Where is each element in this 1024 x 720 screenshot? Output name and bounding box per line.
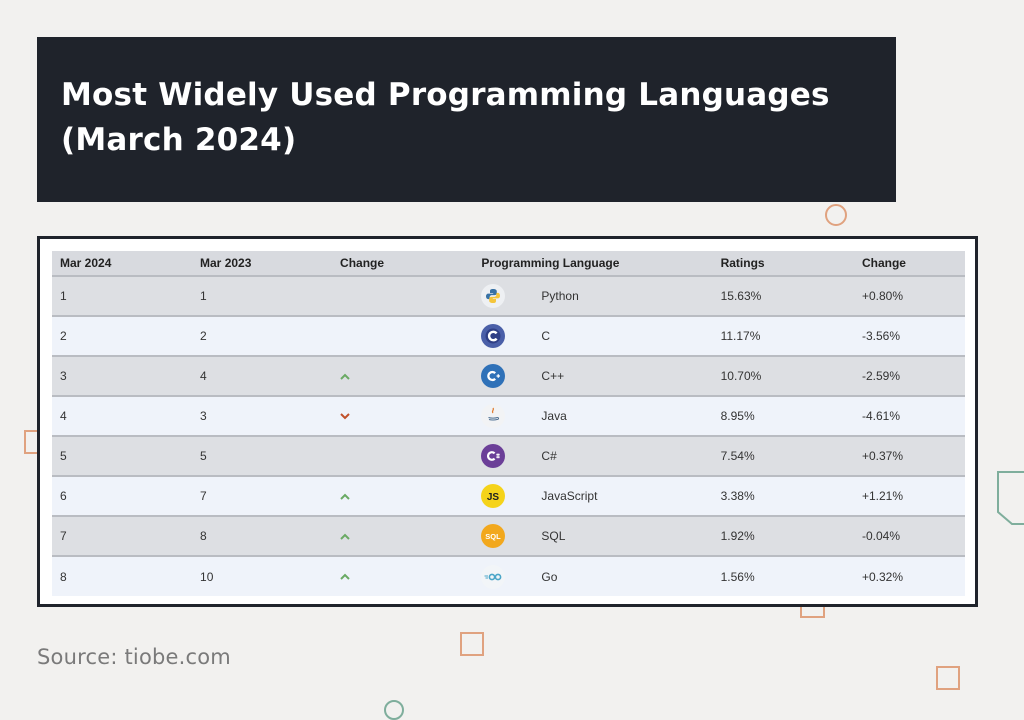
cell-rating: 1.92% (712, 516, 854, 557)
cell-rating-change: +0.80% (853, 276, 965, 317)
arrow-up-icon (340, 373, 473, 380)
ranking-table: Mar 2024 Mar 2023 Change Programming Lan… (52, 251, 965, 596)
header-mar-2023: Mar 2023 (192, 251, 333, 277)
cell-rating-change: -2.59% (853, 356, 965, 397)
ranking-table-frame: Mar 2024 Mar 2023 Change Programming Lan… (37, 236, 978, 607)
c-icon (481, 324, 506, 348)
cell-rating-change: +0.37% (853, 436, 965, 477)
cell-rank-2024: 6 (52, 476, 193, 517)
cell-language: JS JavaScript (473, 476, 713, 517)
table-row: 8 10 Go 1.56% +0.32% (52, 556, 965, 596)
cell-rating-change: -0.04% (853, 516, 965, 557)
cell-rank-2024: 4 (52, 396, 193, 437)
cell-rank-2024: 1 (52, 276, 193, 317)
table-row: 4 3 Java 8.95% -4.61% (52, 396, 965, 437)
cell-language: Go (473, 556, 712, 596)
language-name: C# (541, 449, 557, 463)
decorative-circle (825, 204, 847, 226)
header-change-percent: Change (853, 251, 965, 277)
cell-rating: 7.54% (712, 436, 854, 477)
cell-rank-change (332, 476, 474, 517)
cell-rating: 1.56% (720, 569, 755, 584)
decorative-hexagon (997, 471, 1024, 525)
table-row: 2 2 C 11.17% -3.56% (52, 316, 965, 357)
cell-rank-2023: 3 (192, 396, 333, 437)
language-name: Python (541, 289, 579, 303)
table-body: 1 1 Python 15.63% +0.80% 2 2 C 11.17% -3.56% 3 4 C++… (52, 276, 965, 596)
cell-rating: 8.95% (712, 396, 854, 437)
csharp-icon (481, 444, 506, 468)
cell-rank-2023: 10 (200, 569, 214, 584)
table-row: 5 5 C# 7.54% +0.37% (52, 436, 965, 477)
source-caption: Source: tiobe.com (37, 645, 231, 669)
arrow-up-icon (340, 493, 473, 500)
java-icon (481, 404, 506, 428)
cell-language: C++ (473, 356, 713, 397)
arrow-up-icon (340, 533, 473, 540)
cell-rank-2024: 5 (52, 436, 193, 477)
cell-rating: 10.70% (712, 356, 854, 397)
python-icon (481, 284, 506, 308)
table-row: 6 7 JS JavaScript 3.38% +1.21% (52, 476, 965, 517)
cell-rating: 11.17% (712, 316, 854, 357)
cell-rank-2024: 8 (60, 569, 67, 584)
cell-language: C# (473, 436, 713, 477)
table-row: 1 1 Python 15.63% +0.80% (52, 276, 965, 317)
cell-rating-change: -4.61% (853, 396, 965, 437)
svg-text:JS: JS (487, 492, 500, 503)
cell-rank-2023: 1 (192, 276, 333, 317)
page-title-line-2: (March 2024) (61, 122, 297, 158)
cell-rank-change (332, 556, 473, 596)
cell-rank-change (332, 356, 474, 397)
header-mar-2024: Mar 2024 (52, 251, 193, 277)
cell-rank-change (332, 436, 474, 477)
go-icon (481, 564, 506, 589)
svg-text:SQL: SQL (486, 532, 502, 541)
cell-language: Java (473, 396, 713, 437)
cell-rating-change: +1.21% (853, 476, 965, 517)
cell-rank-2024: 2 (52, 316, 193, 357)
cell-rank-2023: 2 (192, 316, 333, 357)
cell-language: SQL SQL (473, 516, 713, 557)
arrow-down-icon (340, 412, 473, 420)
table-row: 3 4 C++ 10.70% -2.59% (52, 356, 965, 397)
title-banner: Most Widely Used Programming Languages (… (37, 37, 896, 202)
cell-rating: 15.63% (712, 276, 854, 317)
language-name: SQL (541, 529, 566, 543)
cell-rank-change (332, 516, 474, 557)
javascript-icon: JS (481, 484, 506, 508)
language-name: C (541, 329, 551, 343)
header-change-rank: Change (332, 251, 474, 277)
arrow-up-icon (340, 573, 473, 580)
cell-rank-2023: 8 (192, 516, 333, 557)
decorative-square (936, 666, 960, 690)
page-title-line-1: Most Widely Used Programming Languages (61, 77, 830, 113)
cell-rank-2023: 4 (192, 356, 333, 397)
cell-rank-2024: 7 (52, 516, 193, 557)
language-name: C++ (541, 369, 565, 383)
cell-rank-2023: 7 (192, 476, 333, 517)
cell-rank-change (332, 276, 474, 317)
decorative-circle (384, 700, 404, 720)
decorative-square (460, 632, 484, 656)
header-programming-language: Programming Language (473, 251, 713, 277)
header-ratings: Ratings (712, 251, 854, 277)
language-name: JavaScript (541, 489, 598, 503)
cell-rank-change (332, 396, 474, 437)
table-header-row: Mar 2024 Mar 2023 Change Programming Lan… (52, 251, 965, 277)
cell-rating: 3.38% (712, 476, 854, 517)
cell-rating-change: -3.56% (853, 316, 965, 357)
language-name: Go (541, 569, 558, 584)
sql-icon: SQL (481, 524, 506, 548)
cell-rating-change: +0.32% (861, 569, 904, 584)
cell-rank-change (332, 316, 474, 357)
cell-language: Python (473, 276, 713, 317)
language-name: Java (541, 409, 567, 423)
cell-rank-2024: 3 (52, 356, 193, 397)
cell-language: C (473, 316, 713, 357)
cpp-icon (481, 364, 506, 388)
cell-rank-2023: 5 (192, 436, 333, 477)
table-row: 7 8 SQL SQL 1.92% -0.04% (52, 516, 965, 557)
